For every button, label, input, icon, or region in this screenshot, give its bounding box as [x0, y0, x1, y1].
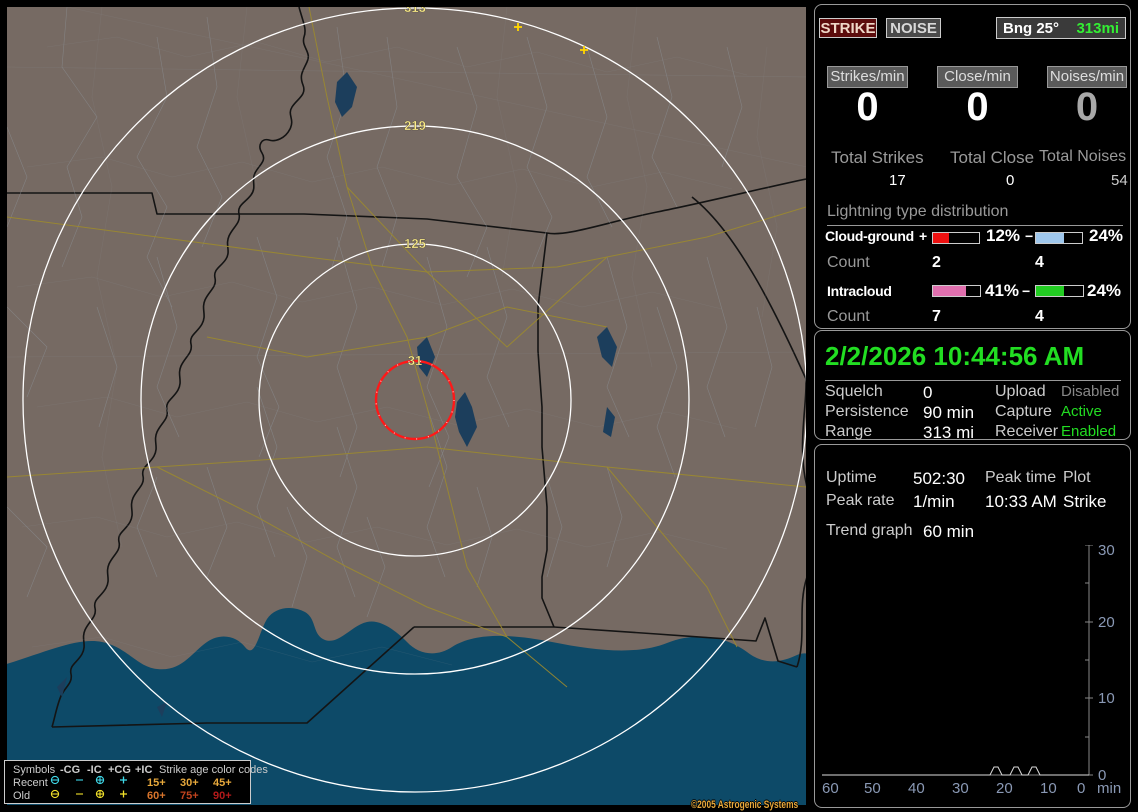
svg-text:20: 20 — [996, 780, 1013, 797]
svg-text:31: 31 — [408, 353, 422, 368]
svg-text:0: 0 — [1077, 780, 1085, 797]
svg-text:30: 30 — [952, 780, 969, 797]
svg-text:10: 10 — [1098, 690, 1115, 707]
svg-text:125: 125 — [404, 236, 426, 251]
svg-text:40: 40 — [908, 780, 925, 797]
svg-text:min: min — [1097, 780, 1121, 797]
svg-text:313: 313 — [404, 7, 426, 15]
svg-text:60: 60 — [822, 780, 839, 797]
svg-text:219: 219 — [404, 118, 426, 133]
svg-text:10: 10 — [1040, 780, 1057, 797]
svg-text:50: 50 — [864, 780, 881, 797]
svg-text:20: 20 — [1098, 614, 1115, 631]
svg-text:30: 30 — [1098, 545, 1115, 559]
